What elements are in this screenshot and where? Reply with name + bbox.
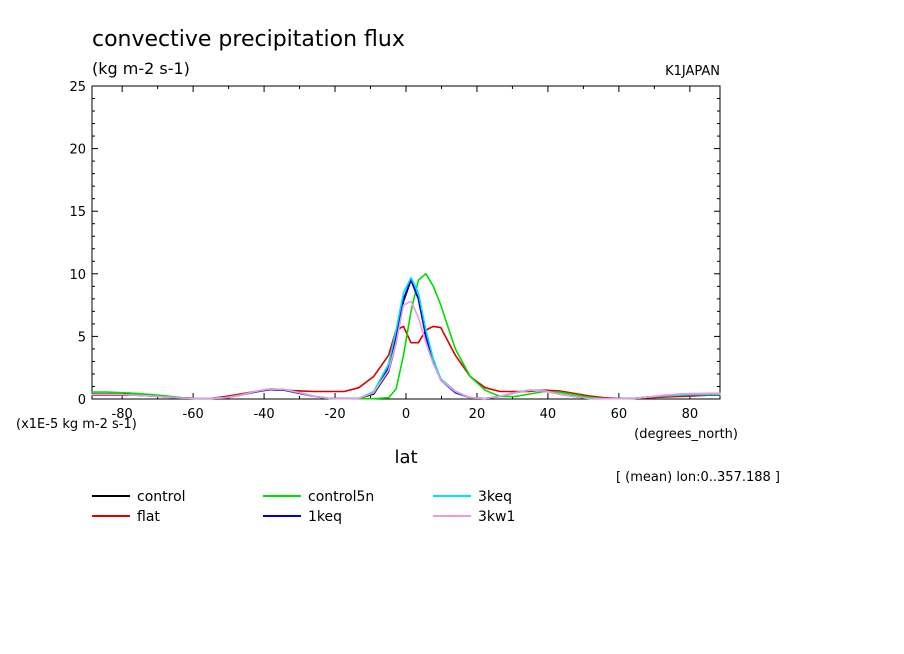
legend-label-control: control xyxy=(137,489,186,505)
x-tick-label: 60 xyxy=(611,407,628,422)
legend-label-control5n: control5n xyxy=(308,489,374,505)
x-axis-label: lat xyxy=(394,447,417,468)
y-tick-label: 25 xyxy=(69,80,86,95)
x-tick-label: -60 xyxy=(183,407,204,422)
chart-units: (kg m-2 s-1) xyxy=(92,59,190,78)
series-lines xyxy=(91,272,721,400)
legend-label-flat: flat xyxy=(137,509,160,525)
x-tick-label: 20 xyxy=(469,407,486,422)
scale-note: (x1E-5 kg m-2 s-1) xyxy=(16,417,137,432)
x-tick-label: -80 xyxy=(112,407,133,422)
x-tick-label: 40 xyxy=(540,407,557,422)
y-tick-label: 20 xyxy=(69,143,86,158)
x-tick-label: -40 xyxy=(253,407,274,422)
x-tick-label: 0 xyxy=(402,407,410,422)
x-units: (degrees_north) xyxy=(634,427,738,442)
legend-label-3kw1: 3kw1 xyxy=(478,509,515,525)
legend-label-3keq: 3keq xyxy=(478,489,512,505)
y-tick-label: 10 xyxy=(69,268,86,283)
chart-title: convective precipitation flux xyxy=(92,27,405,52)
y-tick-label: 5 xyxy=(78,330,86,345)
series-line-3kw1 xyxy=(91,300,721,400)
x-tick-label: -20 xyxy=(324,407,345,422)
x-tick-label: 80 xyxy=(682,407,699,422)
axis-ticks: -80 -60 -40 -20 0 20 40 60 80 0 5 10 15 20 25 xyxy=(69,80,720,422)
legend-label-1keq: 1keq xyxy=(308,509,342,525)
y-tick-label: 15 xyxy=(69,205,86,220)
mean-note: [ (mean) lon:0..357.188 ] xyxy=(616,470,780,485)
y-tick-label: 0 xyxy=(78,393,86,408)
chart-tag: K1JAPAN xyxy=(665,64,720,79)
legend: control flat control5n 1keq 3keq 3kw1 xyxy=(92,489,515,525)
plot-frame xyxy=(91,85,721,400)
